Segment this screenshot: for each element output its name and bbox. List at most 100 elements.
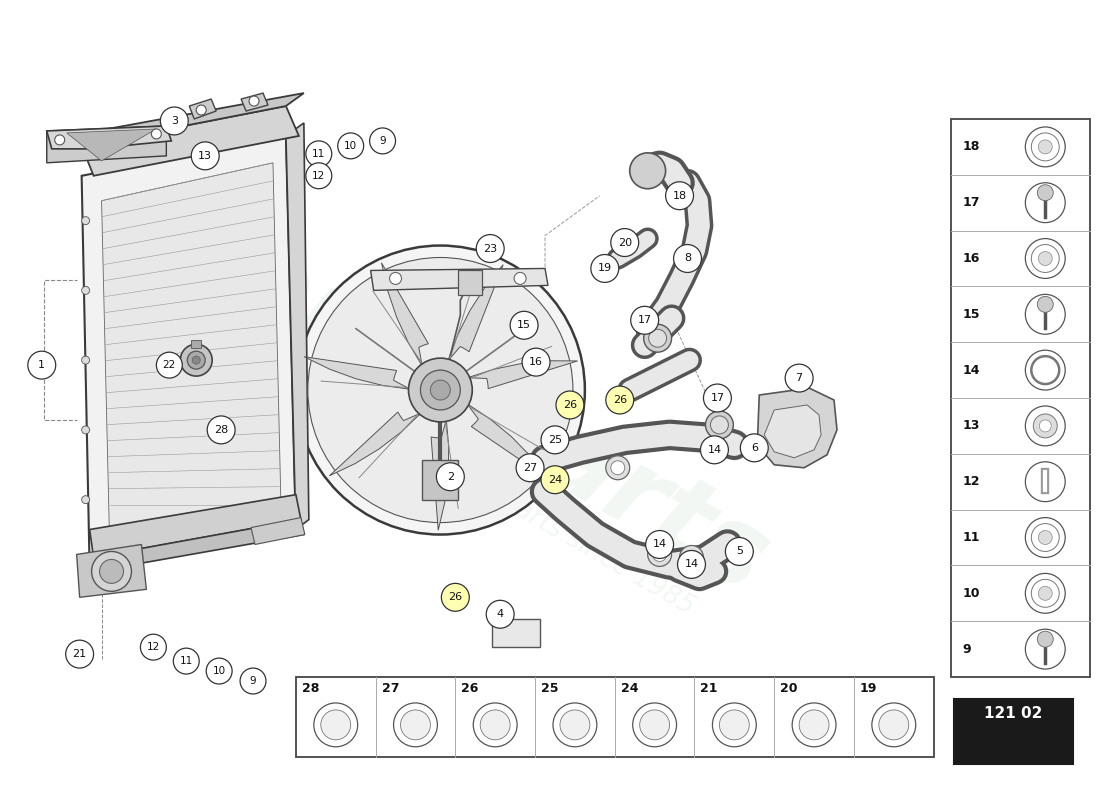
- Circle shape: [91, 551, 132, 591]
- Text: 26: 26: [449, 592, 462, 602]
- Circle shape: [649, 330, 667, 347]
- Text: 26: 26: [563, 400, 578, 410]
- Circle shape: [314, 703, 358, 746]
- Circle shape: [1037, 631, 1053, 647]
- Circle shape: [408, 358, 472, 422]
- Text: 26: 26: [461, 682, 478, 695]
- Circle shape: [100, 559, 123, 583]
- Text: 12: 12: [146, 642, 160, 652]
- Circle shape: [522, 348, 550, 376]
- Text: 28: 28: [214, 425, 229, 435]
- Text: a passion for parts since 1985: a passion for parts since 1985: [341, 398, 700, 621]
- Text: 13: 13: [962, 419, 980, 433]
- Text: 16: 16: [962, 252, 980, 265]
- Circle shape: [606, 456, 629, 480]
- Circle shape: [799, 710, 829, 740]
- Circle shape: [441, 583, 470, 611]
- Polygon shape: [47, 126, 166, 163]
- Text: 11: 11: [312, 149, 326, 159]
- Text: 23: 23: [483, 243, 497, 254]
- Bar: [950, 119, 1090, 677]
- Polygon shape: [459, 270, 482, 295]
- Circle shape: [141, 634, 166, 660]
- Polygon shape: [286, 123, 309, 530]
- Text: 21: 21: [701, 682, 718, 695]
- Circle shape: [879, 710, 909, 740]
- Circle shape: [711, 416, 728, 434]
- Circle shape: [678, 550, 705, 578]
- Circle shape: [207, 416, 235, 444]
- Circle shape: [481, 710, 510, 740]
- Circle shape: [81, 426, 89, 434]
- Circle shape: [1033, 414, 1057, 438]
- Circle shape: [1025, 238, 1065, 278]
- Text: 15: 15: [962, 308, 980, 321]
- Text: 14: 14: [652, 539, 667, 550]
- Circle shape: [640, 710, 670, 740]
- Polygon shape: [448, 265, 503, 361]
- Circle shape: [206, 658, 232, 684]
- Circle shape: [174, 648, 199, 674]
- Text: 9: 9: [250, 676, 256, 686]
- Circle shape: [249, 96, 258, 106]
- Circle shape: [606, 386, 634, 414]
- Polygon shape: [81, 106, 299, 176]
- Polygon shape: [468, 404, 549, 479]
- Circle shape: [510, 311, 538, 339]
- Bar: [954, 699, 1074, 764]
- Circle shape: [55, 135, 65, 145]
- Text: 18: 18: [672, 190, 686, 201]
- Text: 17: 17: [638, 315, 651, 326]
- Circle shape: [486, 600, 514, 628]
- Text: 28: 28: [301, 682, 319, 695]
- Circle shape: [553, 703, 597, 746]
- Circle shape: [1032, 356, 1059, 384]
- Text: 12: 12: [312, 170, 326, 181]
- Text: 19: 19: [597, 263, 612, 274]
- Text: 20: 20: [780, 682, 798, 695]
- Circle shape: [792, 703, 836, 746]
- Circle shape: [81, 356, 89, 364]
- Circle shape: [1037, 296, 1053, 312]
- Circle shape: [725, 538, 754, 566]
- Text: 8: 8: [684, 254, 691, 263]
- Text: 25: 25: [548, 435, 562, 445]
- Polygon shape: [468, 361, 578, 389]
- Circle shape: [81, 217, 89, 225]
- Polygon shape: [251, 518, 305, 545]
- Circle shape: [306, 163, 332, 189]
- Circle shape: [240, 668, 266, 694]
- Text: 15: 15: [517, 320, 531, 330]
- Text: 9: 9: [962, 642, 971, 656]
- Polygon shape: [89, 494, 301, 558]
- Circle shape: [191, 142, 219, 170]
- Text: 3: 3: [170, 116, 178, 126]
- Circle shape: [196, 105, 206, 115]
- Circle shape: [394, 703, 438, 746]
- Circle shape: [516, 454, 544, 482]
- Circle shape: [1025, 406, 1065, 446]
- Circle shape: [1038, 251, 1053, 266]
- Circle shape: [629, 153, 666, 189]
- Circle shape: [701, 436, 728, 464]
- Circle shape: [673, 245, 702, 273]
- Circle shape: [1025, 294, 1065, 334]
- Polygon shape: [371, 269, 548, 290]
- Text: 18: 18: [962, 140, 980, 154]
- Text: 121 02: 121 02: [984, 706, 1043, 722]
- Polygon shape: [241, 93, 268, 111]
- Text: 21: 21: [73, 649, 87, 659]
- Text: 22: 22: [163, 360, 176, 370]
- Circle shape: [296, 246, 585, 534]
- Text: 6: 6: [751, 443, 758, 453]
- Circle shape: [306, 141, 332, 167]
- Circle shape: [713, 703, 757, 746]
- Text: 13: 13: [198, 151, 212, 161]
- Circle shape: [680, 546, 704, 570]
- Circle shape: [514, 273, 526, 285]
- Text: 2: 2: [447, 472, 454, 482]
- Polygon shape: [189, 99, 217, 119]
- Circle shape: [81, 496, 89, 504]
- Text: 27: 27: [522, 462, 537, 473]
- Circle shape: [420, 370, 460, 410]
